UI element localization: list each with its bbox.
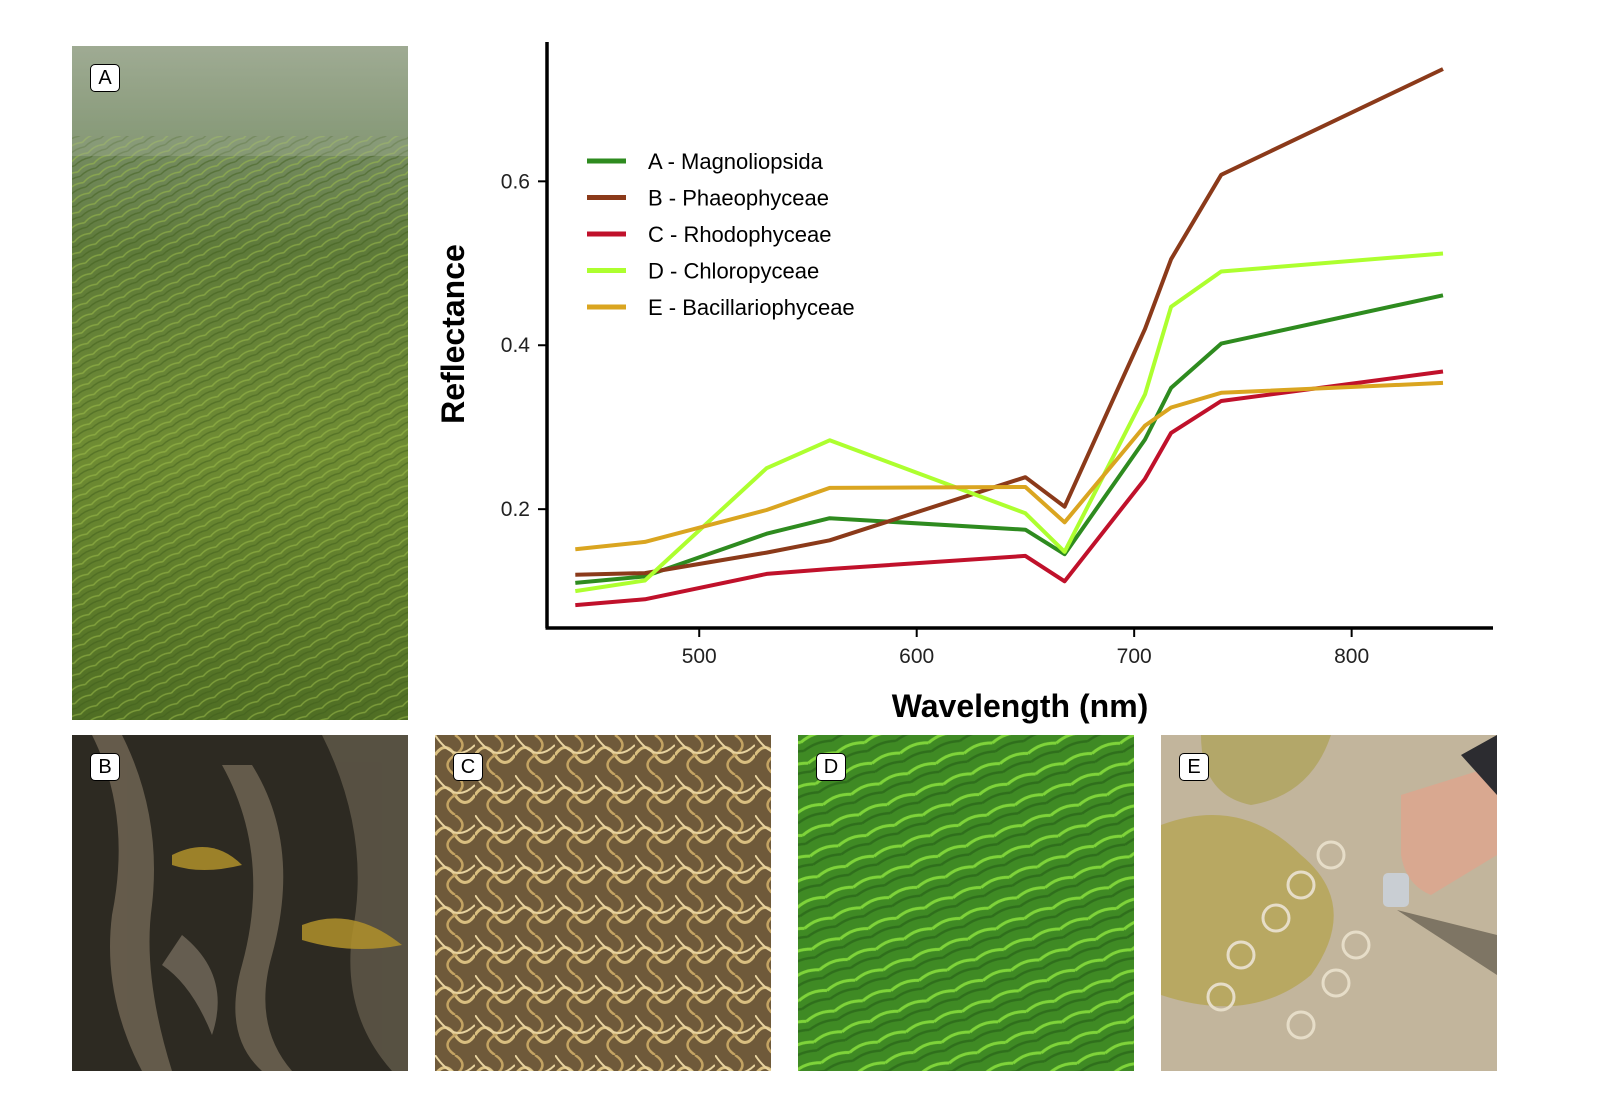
x-axis-label: Wavelength (nm) xyxy=(892,688,1149,724)
legend-entry: D - Chloropyceae xyxy=(648,259,819,284)
red-algae-photo xyxy=(435,735,771,1071)
reflectance-chart: 500 600 700 800 0.2 0.4 0.6 A - Magnoliopsida B… xyxy=(435,42,1493,724)
y-tick-label: 0.4 xyxy=(501,334,531,357)
photo-panel-b: B xyxy=(72,735,408,1071)
series-line-a xyxy=(575,293,1444,585)
legend-entry: C - Rhodophyceae xyxy=(648,222,831,247)
y-tick-label: 0.6 xyxy=(501,170,530,193)
x-tick-label: 800 xyxy=(1334,645,1369,668)
series-line-e xyxy=(575,380,1444,552)
chart-legend: A - Magnoliopsida B - Phaeophyceae C - Rho… xyxy=(587,149,855,320)
legend-entry: A - Magnoliopsida xyxy=(648,149,824,174)
panel-label-b: B xyxy=(90,753,120,781)
photo-panel-a: A xyxy=(72,46,408,720)
series-line-b xyxy=(575,67,1444,577)
photo-panel-c: C xyxy=(435,735,771,1071)
brown-seaweed-photo xyxy=(72,735,408,1071)
legend-entry: E - Bacillariophyceae xyxy=(648,295,855,320)
x-tick-label: 600 xyxy=(899,645,934,668)
chart-axes: 500 600 700 800 0.2 0.4 0.6 xyxy=(501,42,1493,668)
panel-label-d: D xyxy=(816,753,846,781)
panel-label-a: A xyxy=(90,64,120,92)
series-line-c xyxy=(575,369,1444,608)
legend-entry: B - Phaeophyceae xyxy=(648,186,829,211)
x-tick-label: 700 xyxy=(1117,645,1152,668)
chart-series xyxy=(574,67,1444,608)
diatom-biofilm-photo xyxy=(1161,735,1497,1071)
photo-panel-d: D xyxy=(798,735,1134,1071)
panel-label-c: C xyxy=(453,753,483,781)
x-tick-label: 500 xyxy=(682,645,717,668)
green-algae-photo xyxy=(798,735,1134,1071)
panel-label-e: E xyxy=(1179,753,1209,781)
y-tick-label: 0.2 xyxy=(501,498,530,521)
seagrass-photo xyxy=(72,46,408,720)
y-axis-label: Reflectance xyxy=(435,244,471,424)
photo-panel-e: E xyxy=(1161,735,1497,1071)
